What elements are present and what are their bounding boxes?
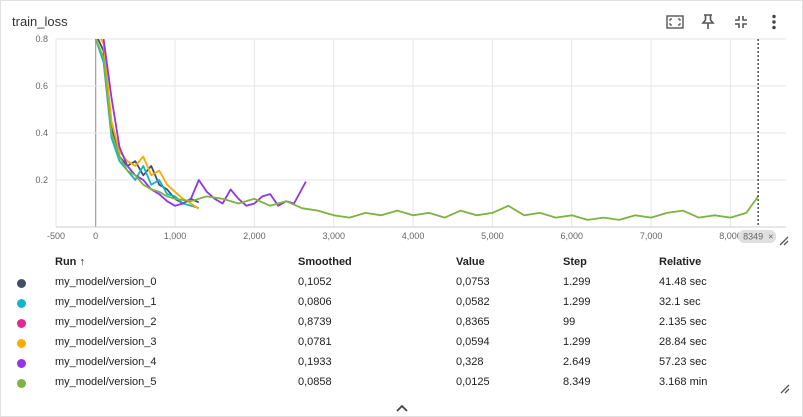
x-tick-label: 3,000 [322, 231, 345, 241]
x-tick-label: 1,000 [164, 231, 187, 241]
card-toolbar [658, 10, 790, 34]
fit-to-data-icon [665, 15, 684, 29]
cursor-label: 8349 [743, 232, 763, 242]
x-tick-label: 0 [93, 231, 98, 241]
y-tick-label: 0.6 [35, 81, 48, 91]
cell-run: my_model/version_3 [55, 336, 157, 348]
x-tick-label: -500 [47, 231, 65, 241]
x-tick-label: 5,000 [481, 231, 504, 241]
expand-chevron-icon[interactable] [395, 403, 409, 413]
cell-smoothed: 0,1052 [298, 276, 332, 288]
chart-grid [55, 38, 786, 227]
cell-step: 1.299 [563, 296, 591, 308]
series-line [94, 39, 199, 209]
cell-relative: 3.168 min [659, 376, 708, 388]
x-tick-label: 8,000 [719, 231, 742, 241]
cell-step: 99 [563, 316, 576, 328]
series-line [102, 39, 307, 207]
cell-value: 0,0582 [456, 296, 490, 308]
cell-smoothed: 0,8739 [298, 316, 332, 328]
series-raw-line [95, 39, 759, 221]
cell-value: 0,0753 [456, 276, 490, 288]
pin-button[interactable] [691, 10, 724, 34]
table-row[interactable]: my_model/version_2 0,8739 0,8365 99 2.135 se… [1, 313, 803, 333]
table-resize-icon[interactable] [780, 384, 790, 394]
header-value[interactable]: Value [456, 256, 485, 268]
cell-smoothed: 0,1933 [298, 356, 332, 368]
header-run[interactable]: Run ↑ [55, 256, 85, 268]
x-tick-label: 6,000 [560, 231, 583, 241]
header-step[interactable]: Step [563, 256, 587, 268]
cell-run: my_model/version_1 [55, 296, 157, 308]
table-row[interactable]: my_model/version_5 0,0858 0,0125 8.349 3.168… [1, 373, 803, 393]
run-color-dot [17, 319, 26, 328]
table-header: Run ↑ Smoothed Value Step Relative [1, 253, 803, 273]
x-tick-label: 4,000 [402, 231, 425, 241]
cell-relative: 57.23 sec [659, 356, 707, 368]
run-color-dot [17, 339, 26, 348]
chart-cursor: 8349 × [738, 39, 777, 243]
collapse-icon [734, 16, 747, 28]
run-color-dot [17, 299, 26, 308]
cell-smoothed: 0,0858 [298, 376, 332, 388]
train-loss-chart[interactable]: -500 0 1,000 2,000 3,000 4,000 5,000 6,000 7,000… [1, 35, 803, 247]
series-line [99, 39, 200, 210]
cell-run: my_model/version_2 [55, 316, 157, 328]
cell-relative: 2.135 sec [659, 316, 707, 328]
cell-value: 0,328 [456, 356, 484, 368]
table-row[interactable]: my_model/version_0 0,1052 0,0753 1.299 41.48… [1, 273, 803, 293]
series-line [94, 39, 759, 221]
cell-relative: 32.1 sec [659, 296, 701, 308]
cell-smoothed: 0,0781 [298, 336, 332, 348]
y-tick-label: 0.2 [35, 175, 48, 185]
table-row[interactable]: my_model/version_3 0,0781 0,0594 1.299 28.84… [1, 333, 803, 353]
cell-relative: 28.84 sec [659, 336, 707, 348]
more-vert-icon [771, 14, 776, 30]
cell-value: 0,0125 [456, 376, 490, 388]
cell-step: 1.299 [563, 276, 591, 288]
chart-axes: -500 0 1,000 2,000 3,000 4,000 5,000 6,000 7,000… [35, 35, 786, 241]
run-color-dot [17, 279, 26, 288]
card-title: train_loss [12, 14, 68, 29]
cell-run: my_model/version_5 [55, 376, 157, 388]
cell-step: 8.349 [563, 376, 591, 388]
cursor-badge [738, 230, 777, 243]
header-smoothed[interactable]: Smoothed [298, 256, 352, 268]
x-tick-label: 7,000 [640, 231, 663, 241]
x-tick-label: 2,000 [243, 231, 266, 241]
cursor-close-icon[interactable]: × [768, 232, 773, 242]
table-row[interactable]: my_model/version_4 0,1933 0,328 2.649 57.23 … [1, 353, 803, 373]
cell-value: 0,8365 [456, 316, 490, 328]
y-tick-label: 0.8 [35, 35, 48, 44]
header-relative[interactable]: Relative [659, 256, 702, 268]
table-row[interactable]: my_model/version_1 0,0806 0,0582 1.299 32.1 … [1, 293, 803, 313]
more-options-button[interactable] [757, 10, 790, 34]
cell-value: 0,0594 [456, 336, 490, 348]
cell-step: 1.299 [563, 336, 591, 348]
pin-icon [700, 14, 715, 29]
cell-step: 2.649 [563, 356, 591, 368]
collapse-button[interactable] [724, 10, 757, 34]
cell-smoothed: 0,0806 [298, 296, 332, 308]
run-color-dot [17, 379, 26, 388]
fit-to-data-button[interactable] [658, 10, 691, 34]
chart-series [94, 39, 759, 221]
cell-run: my_model/version_0 [55, 276, 157, 288]
cell-run: my_model/version_4 [55, 356, 157, 368]
run-color-dot [17, 359, 26, 368]
chart-resize-icon[interactable] [779, 236, 789, 246]
y-tick-label: 0.4 [35, 128, 48, 138]
cell-relative: 41.48 sec [659, 276, 707, 288]
